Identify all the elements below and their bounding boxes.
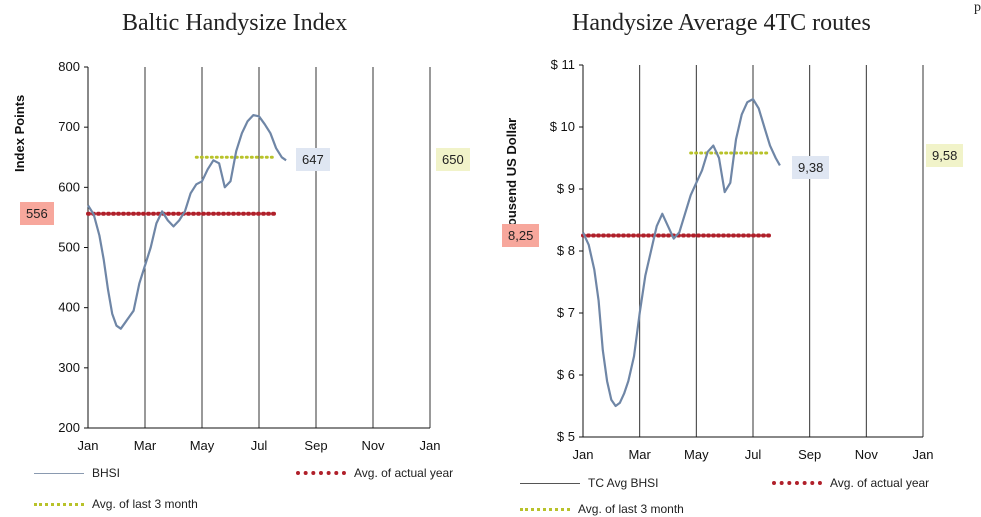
- y-tick-label: $ 5: [557, 429, 575, 444]
- legend-item-avg-3m: Avg. of last 3 month: [34, 497, 198, 511]
- x-tick-label: Mar: [628, 447, 651, 462]
- series-line: [87, 113, 287, 330]
- x-tick-label: May: [684, 447, 709, 462]
- y-tick-label: $ 6: [557, 367, 575, 382]
- x-tick-label: Sep: [304, 438, 327, 453]
- last-value-callout: 9,38: [792, 156, 830, 179]
- avg-3m-callout: 650: [436, 148, 470, 171]
- y-tick-label: 400: [58, 300, 80, 315]
- legend-item-avg-year: Avg. of actual year: [772, 476, 929, 490]
- y-tick-label: 300: [58, 360, 80, 375]
- chart-panel-bhsi: Baltic Handysize Index Index Points 200 3…: [0, 0, 490, 517]
- y-tick-label: $ 10: [550, 119, 575, 134]
- x-tick-label: May: [190, 438, 215, 453]
- legend-label-avg-3m: Avg. of last 3 month: [92, 497, 198, 511]
- y-tick-label: 500: [58, 240, 80, 255]
- legend-item-avg-3m: Avg. of last 3 month: [520, 502, 684, 516]
- y-tick-label: 700: [58, 119, 80, 134]
- y-tick-label: $ 9: [557, 181, 575, 196]
- x-tick-label: Nov: [855, 447, 879, 462]
- last-value-callout: 647: [296, 148, 330, 171]
- x-tick-label: Nov: [361, 438, 385, 453]
- legend-label-series: TC Avg BHSI: [588, 476, 659, 490]
- y-tick-label: 600: [58, 179, 80, 194]
- x-tick-label: Jul: [251, 438, 268, 453]
- legend-swatch-avg-3m: [34, 502, 84, 506]
- legend-swatch-series: [34, 472, 84, 474]
- legend-swatch-avg-year: [296, 471, 346, 475]
- legend-swatch-avg-year: [772, 481, 822, 485]
- cropped-header-letter: p: [974, 0, 981, 15]
- legend-item-series: BHSI: [34, 466, 120, 480]
- y-tick-label: 800: [58, 59, 80, 74]
- y-tick-label: $ 8: [557, 243, 575, 258]
- legend-label-avg-year: Avg. of actual year: [354, 466, 454, 480]
- line-chart-4tc: $ 5 $ 6 $ 7 $ 8 $ 9 $ 10 $ 11 Jan Mar May Jul Sep No…: [550, 57, 934, 462]
- avg-3m-callout: 9,58: [926, 144, 964, 167]
- x-tick-label: Jul: [745, 447, 762, 462]
- avg-year-callout: 8,25: [502, 224, 540, 247]
- x-tick-label: Mar: [134, 438, 157, 453]
- y-tick-label: 200: [58, 420, 80, 435]
- series-line: [582, 97, 781, 408]
- legend-label-series: BHSI: [92, 466, 121, 480]
- avg-year-callout: 556: [20, 202, 54, 225]
- x-tick-label: Jan: [420, 438, 441, 453]
- legend-label-avg-year: Avg. of actual year: [830, 476, 930, 490]
- x-tick-label: Sep: [798, 447, 821, 462]
- legend-label-avg-3m: Avg. of last 3 month: [578, 502, 684, 516]
- legend-swatch-series: [520, 482, 580, 484]
- x-tick-label: Jan: [573, 447, 594, 462]
- x-tick-label: Jan: [78, 438, 99, 453]
- y-tick-label: $ 11: [551, 57, 575, 72]
- chart-panel-4tc: Handysize Average 4TC routes Thousend US…: [490, 0, 981, 517]
- x-tick-label: Jan: [913, 447, 934, 462]
- line-chart-bhsi: 200 300 400 500 600 700 800 Jan Mar May Jul Sep Nov J…: [58, 59, 441, 453]
- y-tick-label: $ 7: [557, 305, 575, 320]
- chart-title: Baltic Handysize Index: [122, 10, 348, 36]
- legend-swatch-avg-3m: [520, 507, 570, 511]
- chart-title: Handysize Average 4TC routes: [572, 10, 871, 36]
- legend-item-avg-year: Avg. of actual year: [296, 466, 453, 480]
- legend-item-series: TC Avg BHSI: [520, 476, 658, 490]
